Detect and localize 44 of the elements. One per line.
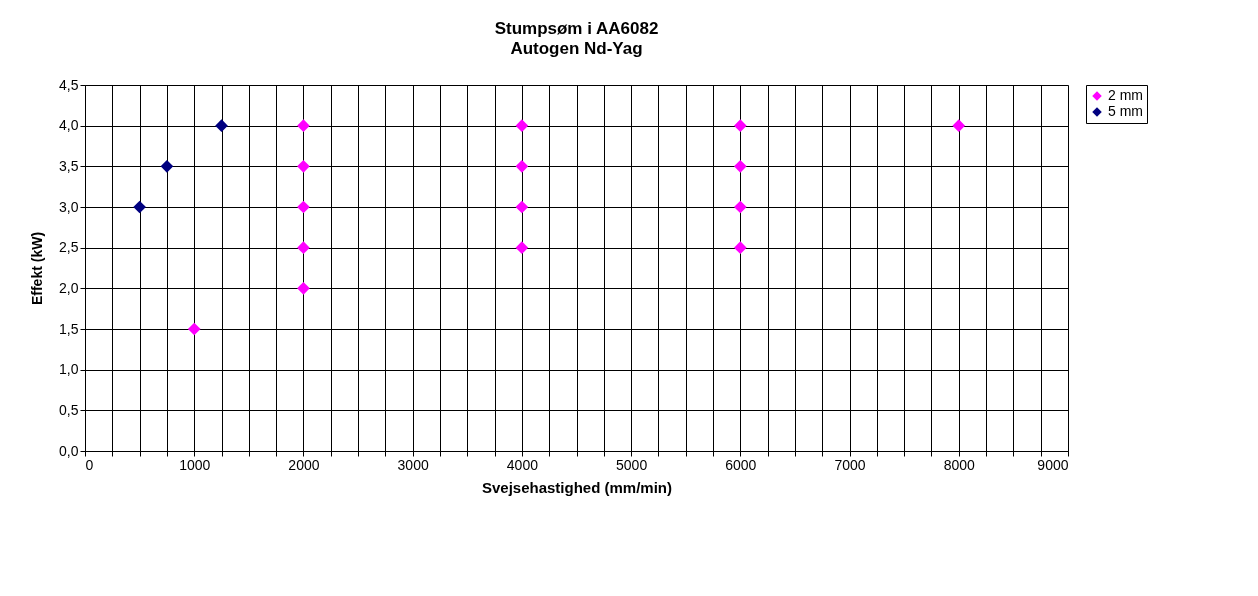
x-tick-label: 0 xyxy=(85,456,94,473)
x-tick-label: 6000 xyxy=(725,456,757,473)
y-axis-title: Effekt (kW) xyxy=(29,231,46,306)
point xyxy=(297,119,310,132)
x-tick-label: 1000 xyxy=(179,456,211,473)
legend-label: 5 mm xyxy=(1108,103,1143,119)
chart-title: Stumpsøm i AA6082 xyxy=(494,19,659,38)
point xyxy=(215,119,228,132)
y-tick-label: 3,5 xyxy=(59,157,79,174)
y-tick-label: 0,0 xyxy=(59,442,79,459)
x-axis-title: Svejsehastighed (mm/min) xyxy=(481,478,673,496)
x-tick-label: 4000 xyxy=(506,456,539,473)
x-tick-label: 8000 xyxy=(943,456,976,473)
y-tick-label: 2,0 xyxy=(59,279,79,296)
x-tick-label: 2000 xyxy=(288,456,320,473)
x-tick-label: 3000 xyxy=(397,456,429,473)
point xyxy=(297,241,310,254)
y-tick-label: 4,5 xyxy=(59,76,79,93)
chart-subtitle: Autogen Nd-Yag xyxy=(510,39,643,58)
point xyxy=(297,160,310,173)
point xyxy=(515,241,529,254)
y-tick-label: 4,0 xyxy=(59,117,79,134)
point xyxy=(515,200,529,214)
point xyxy=(133,200,146,214)
point xyxy=(734,119,747,132)
y-tick-label: 1,5 xyxy=(59,320,79,337)
point xyxy=(187,322,201,336)
point xyxy=(160,160,174,173)
legend-label: 2 mm xyxy=(1108,87,1143,103)
point xyxy=(952,119,966,132)
x-tick-label: 9000 xyxy=(1037,456,1069,473)
x-tick-label: 5000 xyxy=(616,456,648,473)
point xyxy=(515,119,529,132)
point xyxy=(515,160,529,173)
point xyxy=(734,200,747,214)
point xyxy=(734,160,747,173)
y-tick-label: 1,0 xyxy=(59,361,79,378)
point xyxy=(734,241,747,254)
y-tick-label: 2,5 xyxy=(59,239,79,256)
x-tick-label: 7000 xyxy=(834,456,866,473)
y-tick-label: 0,5 xyxy=(59,401,79,418)
point xyxy=(297,200,310,214)
y-tick-label: 3,0 xyxy=(59,198,79,215)
point xyxy=(297,282,310,295)
